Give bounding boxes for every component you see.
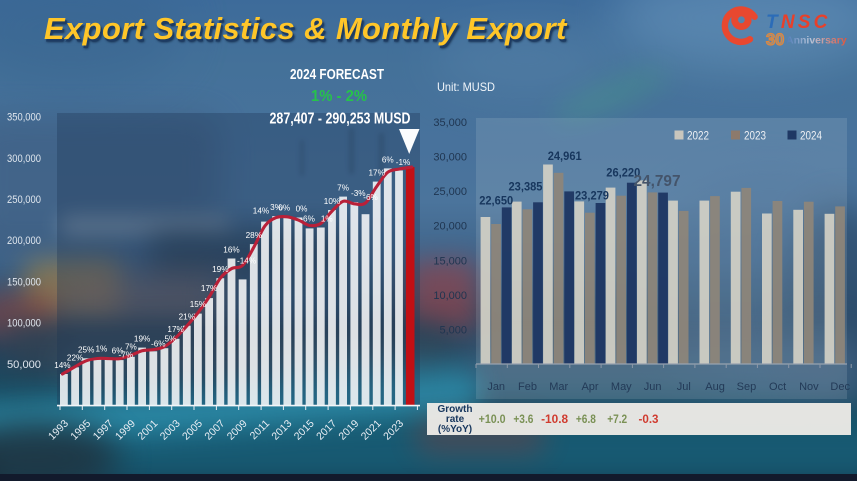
svg-text:7%: 7%: [337, 184, 349, 193]
svg-text:17%: 17%: [369, 169, 385, 178]
svg-text:2017: 2017: [314, 418, 339, 443]
svg-text:14%: 14%: [54, 361, 70, 370]
svg-text:(%YoY): (%YoY): [438, 424, 472, 435]
svg-text:+6.8: +6.8: [576, 414, 597, 426]
svg-text:50,000: 50,000: [7, 359, 41, 371]
svg-text:2023: 2023: [744, 129, 766, 143]
svg-text:100,000: 100,000: [7, 318, 41, 330]
svg-text:May: May: [611, 381, 632, 393]
svg-text:15%: 15%: [190, 300, 206, 309]
svg-text:2003: 2003: [158, 418, 183, 443]
svg-text:30: 30: [766, 31, 784, 49]
svg-text:2024: 2024: [800, 129, 822, 143]
svg-text:Jun: Jun: [644, 381, 662, 393]
svg-text:19%: 19%: [134, 335, 150, 344]
svg-text:15,000: 15,000: [433, 255, 467, 267]
svg-text:287,407 - 290,253 MUSD: 287,407 - 290,253 MUSD: [270, 111, 411, 128]
svg-text:Mar: Mar: [549, 381, 568, 393]
svg-text:1993: 1993: [46, 418, 71, 443]
svg-text:2019: 2019: [336, 418, 361, 443]
svg-text:Jan: Jan: [487, 381, 505, 393]
svg-text:-7%: -7%: [119, 351, 134, 360]
svg-text:5%: 5%: [164, 335, 176, 344]
svg-text:2024 FORECAST: 2024 FORECAST: [290, 67, 384, 83]
svg-text:-10.8: -10.8: [541, 414, 569, 426]
svg-text:1995: 1995: [68, 418, 93, 443]
svg-text:Dec: Dec: [830, 381, 850, 393]
svg-text:25%: 25%: [78, 345, 94, 354]
svg-text:7%: 7%: [125, 342, 137, 351]
svg-text:Feb: Feb: [518, 381, 537, 393]
svg-text:16%: 16%: [223, 246, 239, 255]
svg-text:17%: 17%: [167, 325, 183, 334]
svg-text:23,279: 23,279: [575, 191, 609, 203]
svg-text:35,000: 35,000: [433, 117, 467, 129]
svg-text:0%: 0%: [296, 205, 308, 214]
svg-text:2001: 2001: [135, 418, 160, 443]
svg-text:1999: 1999: [113, 418, 138, 443]
svg-text:26,220: 26,220: [606, 168, 640, 180]
svg-text:-1%: -1%: [396, 158, 411, 167]
svg-text:22,650: 22,650: [479, 196, 513, 208]
svg-text:Jul: Jul: [677, 381, 691, 393]
svg-text:-3%: -3%: [351, 189, 366, 198]
svg-text:23,385: 23,385: [509, 182, 544, 194]
svg-text:0%: 0%: [278, 204, 290, 213]
svg-text:24,797: 24,797: [634, 173, 681, 190]
svg-text:1997: 1997: [91, 418, 116, 443]
svg-text:2009: 2009: [225, 418, 250, 443]
svg-text:14%: 14%: [253, 207, 269, 216]
svg-text:2013: 2013: [269, 418, 294, 443]
svg-text:6%: 6%: [112, 347, 124, 356]
svg-text:2005: 2005: [180, 418, 205, 443]
svg-text:2015: 2015: [292, 418, 317, 443]
svg-text:28%: 28%: [246, 231, 262, 240]
svg-text:22%: 22%: [67, 354, 83, 363]
svg-text:350,000: 350,000: [7, 112, 41, 124]
svg-text:Anniversary: Anniversary: [786, 35, 847, 47]
svg-text:19%: 19%: [212, 265, 228, 274]
svg-text:3%: 3%: [270, 203, 282, 212]
svg-text:1% - 2%: 1% - 2%: [311, 88, 367, 105]
svg-text:150,000: 150,000: [7, 276, 41, 288]
svg-text:-6%: -6%: [151, 340, 166, 349]
svg-text:Oct: Oct: [769, 381, 786, 393]
svg-text:1%: 1%: [321, 214, 333, 223]
svg-text:Nov: Nov: [799, 381, 819, 393]
svg-text:10%: 10%: [324, 197, 340, 206]
svg-text:200,000: 200,000: [7, 235, 41, 247]
svg-text:2023: 2023: [381, 418, 406, 443]
svg-text:-0.3: -0.3: [639, 414, 659, 426]
svg-text:25,000: 25,000: [433, 186, 467, 198]
svg-text:2007: 2007: [202, 418, 227, 443]
svg-text:-6%: -6%: [363, 193, 378, 202]
svg-text:rate: rate: [446, 414, 465, 425]
svg-text:-14%: -14%: [237, 256, 256, 265]
svg-text:1%: 1%: [95, 345, 107, 354]
svg-text:250,000: 250,000: [7, 194, 41, 206]
svg-text:2022: 2022: [687, 129, 709, 143]
svg-text:Unit: MUSD: Unit: MUSD: [437, 80, 495, 94]
svg-text:300,000: 300,000: [7, 153, 41, 165]
svg-text:20,000: 20,000: [433, 221, 467, 233]
svg-text:Growth: Growth: [438, 404, 473, 415]
svg-text:6%: 6%: [382, 155, 394, 164]
svg-text:21%: 21%: [179, 313, 195, 322]
svg-text:2021: 2021: [359, 418, 384, 443]
svg-text:2011: 2011: [248, 418, 273, 443]
svg-text:+7.2: +7.2: [607, 414, 627, 426]
svg-text:Apr: Apr: [581, 381, 598, 393]
svg-text:+3.6: +3.6: [513, 414, 533, 426]
svg-text:5,000: 5,000: [439, 324, 467, 336]
svg-text:24,961: 24,961: [548, 151, 583, 163]
svg-text:Sep: Sep: [737, 381, 757, 393]
svg-text:30,000: 30,000: [433, 152, 467, 164]
svg-text:TNSC: TNSC: [766, 12, 831, 33]
svg-text:-6%: -6%: [300, 215, 315, 224]
svg-text:17%: 17%: [201, 284, 217, 293]
svg-text:+10.0: +10.0: [479, 414, 506, 426]
svg-text:Aug: Aug: [705, 381, 725, 393]
svg-text:10,000: 10,000: [433, 290, 467, 302]
